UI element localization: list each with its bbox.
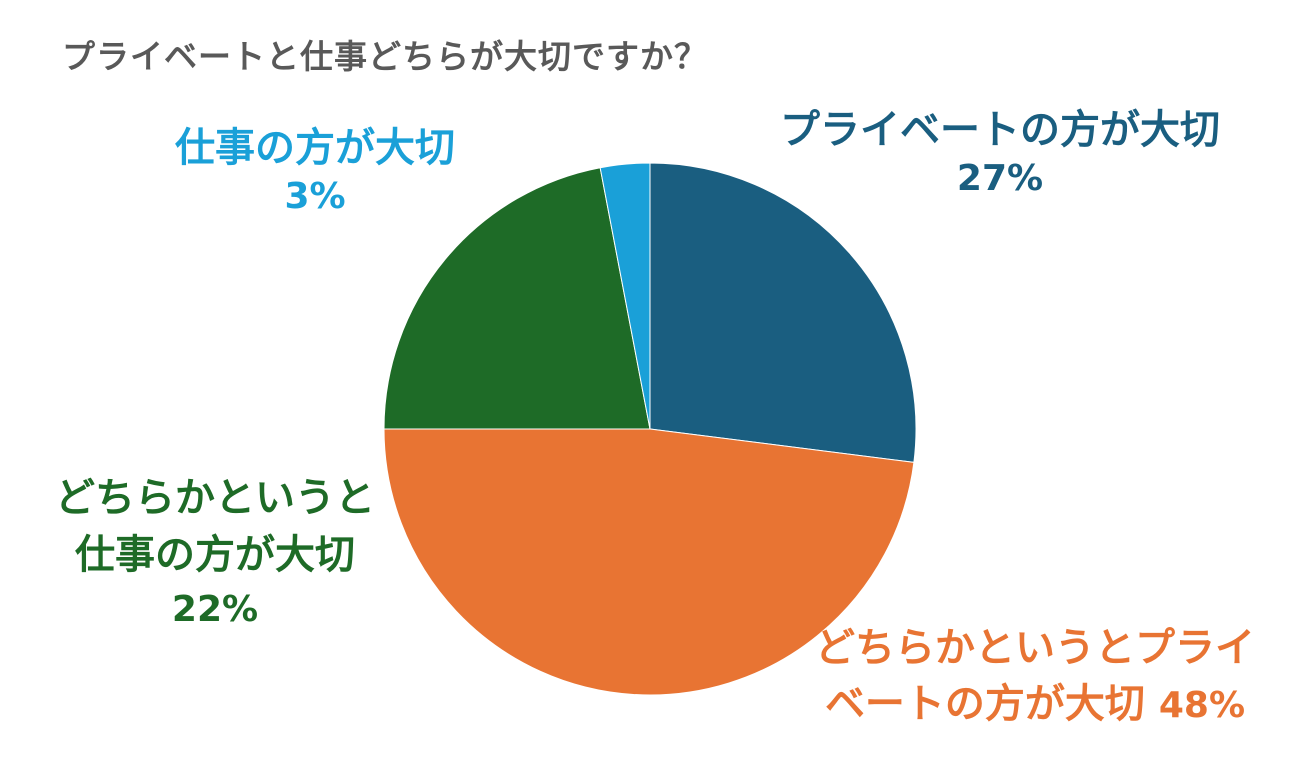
chart-title: プライベートと仕事どちらが大切ですか？	[62, 37, 708, 76]
slice-label-somewhat-work-line1: どちらかというと	[55, 475, 375, 521]
pie-slices	[383, 162, 917, 696]
slice-label-work-text: 仕事の方が大切	[175, 125, 455, 171]
slice-label-somewhat-work-line2: 仕事の方が大切	[75, 531, 355, 578]
pie-slice-somewhat-work	[383, 167, 651, 430]
slice-label-private: プライベートの方が大切 27%	[760, 104, 1240, 203]
slice-label-somewhat-work: どちらかというと 仕事の方が大切 22%	[30, 470, 400, 635]
slice-percent-somewhat-private: 48%	[1158, 685, 1246, 726]
slice-percent-work: 3%	[284, 176, 346, 217]
slice-label-private-text: プライベートの方が大切	[780, 107, 1220, 153]
slice-percent-somewhat-work: 22%	[171, 588, 259, 630]
pie-slice-private	[649, 162, 917, 463]
slice-percent-private: 27%	[956, 158, 1044, 199]
slice-label-somewhat-private-line2-text: ベートの方が大切	[824, 681, 1145, 727]
slice-label-somewhat-private: どちらかというとプライ ベートの方が大切 48%	[790, 620, 1280, 732]
slice-label-somewhat-private-line1: どちらかというとプライ	[815, 625, 1255, 671]
slice-label-work: 仕事の方が大切 3%	[150, 122, 480, 221]
pie-slice-somewhat-private	[383, 428, 915, 696]
slice-label-somewhat-private-line2: ベートの方が大切 48%	[790, 676, 1280, 732]
pie-slice-work	[599, 162, 651, 430]
